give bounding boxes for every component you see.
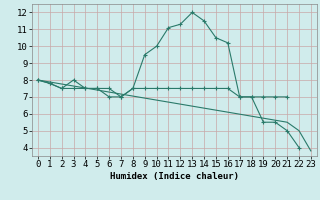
X-axis label: Humidex (Indice chaleur): Humidex (Indice chaleur): [110, 172, 239, 181]
